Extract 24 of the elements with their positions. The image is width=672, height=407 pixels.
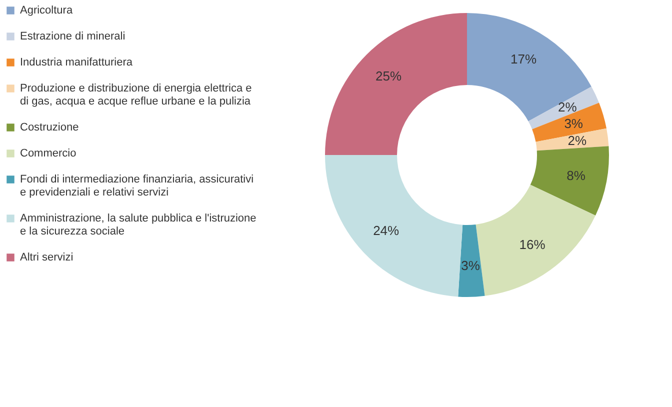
donut-slice	[458, 224, 485, 297]
donut-slice	[325, 13, 467, 155]
legend-label: Amministrazione, la salute pubblica e l'istruzione e la sicurezza sociale	[20, 212, 256, 238]
data-label: 25%	[375, 68, 402, 84]
data-label: 2%	[558, 100, 578, 115]
legend-label: Costruzione	[20, 122, 79, 134]
legend-label: Commercio	[20, 148, 76, 160]
donut-slice	[530, 146, 609, 216]
legend-label: Altri servizi	[20, 252, 74, 264]
data-label: 16%	[519, 236, 546, 252]
data-label: 2%	[568, 133, 587, 148]
donut-slice	[325, 155, 463, 297]
legend-label: Agricoltura	[20, 4, 74, 16]
legend-label: Produzione e distribuzione di energia elettrica e di gas, acqua e acque reflue urbane e la pulizia	[20, 82, 252, 108]
donut-slice	[528, 86, 600, 130]
legend-label: Estrazione di minerali	[20, 30, 126, 42]
data-label: 17%	[510, 51, 537, 66]
legend-label: Fondi di intermediazione finanziaria, assicurativi e previdenziali e relativi servizi	[20, 174, 254, 198]
data-label: 3%	[461, 258, 480, 273]
legend-label: Industria manifatturiera	[20, 56, 134, 68]
donut-slice	[536, 128, 609, 151]
data-label: 8%	[566, 168, 586, 183]
data-label: 3%	[564, 116, 584, 132]
data-label: 24%	[373, 222, 400, 238]
